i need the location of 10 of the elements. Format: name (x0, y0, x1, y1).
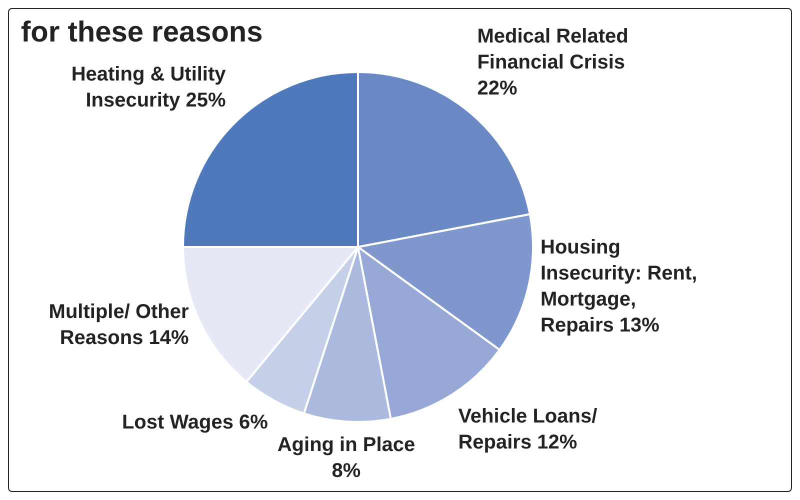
slice-label: Multiple/ Other Reasons 14% (48, 301, 190, 350)
data-label: 22% (477, 77, 518, 100)
slice-label: Medical Related Financial Crisis (477, 25, 628, 74)
chart-title: for these reasons (21, 16, 263, 48)
slice-label: Lost Wages 6% (122, 411, 268, 434)
data-label: 8% (332, 460, 361, 482)
slice-label: Aging in Place (277, 434, 416, 456)
slice-label: Heating & Utility Insecurity 25% (71, 63, 227, 112)
slice-label: Vehicle Loans/ Repairs 12% (458, 405, 598, 454)
slice-label: Housing Insecurity: Rent, Mortgage, Repairs 13% (540, 236, 698, 336)
